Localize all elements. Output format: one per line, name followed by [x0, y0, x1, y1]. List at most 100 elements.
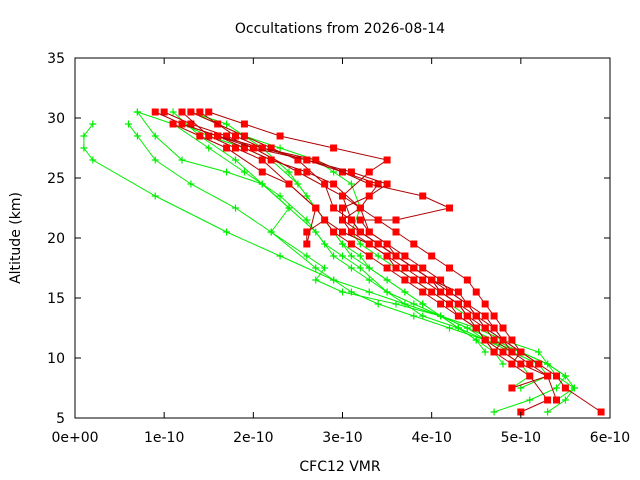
data-point [347, 180, 355, 188]
data-point [196, 132, 204, 140]
data-point [267, 228, 275, 236]
data-point [258, 180, 266, 188]
data-point [240, 144, 248, 152]
x-tick-label: 1e-10 [144, 430, 184, 446]
data-point [526, 360, 534, 368]
green-profile-15 [178, 120, 489, 356]
data-point [133, 108, 141, 116]
data-point [276, 132, 284, 140]
data-point [437, 288, 445, 296]
profile-line [181, 123, 486, 353]
data-point [330, 252, 338, 260]
data-point [526, 372, 534, 380]
data-point [187, 180, 195, 188]
data-point [240, 120, 248, 128]
data-point [258, 168, 266, 176]
data-point [561, 384, 569, 392]
data-point [223, 168, 231, 176]
data-point [276, 252, 284, 260]
data-point [490, 336, 498, 344]
data-point [160, 108, 168, 116]
data-point [187, 108, 195, 116]
data-point [535, 348, 543, 356]
data-point [205, 132, 213, 140]
data-point [347, 288, 355, 296]
data-point [553, 372, 560, 380]
data-point [392, 300, 400, 308]
data-point [205, 108, 213, 116]
data-point [383, 156, 391, 164]
data-point [347, 240, 355, 248]
data-point [303, 252, 311, 260]
y-axis-label: Altitude (km) [8, 192, 24, 284]
data-point [499, 336, 507, 344]
chart-title: Occultations from 2026-08-14 [235, 21, 445, 37]
data-point [517, 348, 525, 356]
data-point [356, 216, 364, 224]
data-point [321, 180, 329, 188]
x-tick-label: 5e-10 [501, 430, 541, 446]
data-point [133, 132, 141, 140]
data-point [365, 276, 373, 284]
data-point [214, 132, 222, 140]
data-point [446, 288, 453, 296]
data-point [410, 300, 418, 308]
data-point [303, 228, 311, 236]
data-point [249, 144, 257, 152]
data-point [401, 288, 409, 296]
data-point [472, 336, 480, 344]
series-layer [80, 108, 605, 416]
data-point [490, 312, 498, 320]
data-point [419, 288, 427, 296]
data-point [347, 168, 355, 176]
data-point [356, 204, 364, 212]
y-tick-label: 35 [47, 51, 65, 67]
x-tick-label: 6e-10 [590, 430, 630, 446]
data-point [330, 180, 338, 188]
data-point [481, 348, 489, 356]
data-point [330, 276, 338, 284]
data-point [312, 156, 320, 164]
data-point [223, 120, 231, 128]
data-point [365, 288, 373, 296]
data-point [570, 384, 578, 392]
data-point [339, 288, 346, 296]
data-point [339, 228, 346, 236]
y-tick-label: 15 [47, 291, 65, 307]
data-point [419, 276, 427, 284]
data-point [383, 264, 391, 272]
data-point [365, 228, 373, 236]
data-point [303, 240, 311, 248]
data-point [463, 324, 471, 332]
data-point [80, 144, 88, 152]
data-point [419, 192, 427, 200]
data-point [383, 252, 391, 260]
data-point [472, 324, 480, 332]
data-point [276, 192, 284, 200]
data-point [383, 288, 391, 296]
data-point [508, 384, 516, 392]
data-point [526, 396, 534, 404]
y-tick-label: 25 [47, 171, 65, 187]
data-point [419, 312, 427, 320]
data-point [410, 312, 418, 320]
data-point [347, 252, 355, 260]
data-point [428, 276, 436, 284]
data-point [410, 240, 418, 248]
data-point [232, 204, 239, 212]
data-point [446, 204, 453, 212]
data-point [463, 312, 471, 320]
data-point [374, 240, 382, 248]
data-point [401, 252, 409, 260]
data-point [347, 228, 355, 236]
data-point [561, 396, 569, 404]
data-point [240, 168, 248, 176]
data-point [472, 312, 480, 320]
data-point [499, 348, 507, 356]
data-point [481, 300, 489, 308]
data-point [597, 408, 605, 416]
data-point [365, 240, 373, 248]
data-point [125, 120, 132, 128]
data-point [401, 264, 409, 272]
